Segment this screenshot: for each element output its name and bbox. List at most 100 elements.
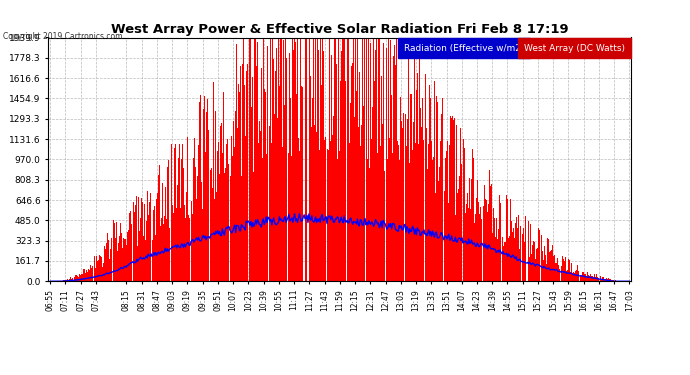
Bar [179, 144, 180, 281]
Bar [284, 105, 285, 281]
Bar [271, 143, 273, 281]
Bar [196, 199, 197, 281]
Bar [593, 278, 594, 281]
Bar [86, 270, 87, 281]
Bar [240, 66, 241, 281]
Bar [600, 276, 602, 281]
Bar [494, 218, 495, 281]
Bar [158, 175, 159, 281]
Bar [170, 161, 171, 281]
Bar [138, 197, 139, 281]
Bar [277, 118, 278, 281]
Bar [574, 273, 575, 281]
Bar [535, 249, 537, 281]
Bar [103, 264, 104, 281]
Bar [366, 38, 367, 281]
Bar [63, 280, 64, 281]
Bar [555, 263, 557, 281]
Bar [440, 141, 441, 281]
Bar [393, 56, 394, 281]
Bar [235, 111, 236, 281]
Bar [121, 233, 122, 281]
Bar [465, 213, 466, 281]
Bar [263, 38, 264, 281]
Bar [176, 209, 177, 281]
Bar [218, 142, 219, 281]
Bar [603, 277, 604, 281]
Bar [299, 151, 300, 281]
Bar [248, 157, 250, 281]
Bar [580, 276, 582, 281]
Bar [203, 109, 204, 281]
Bar [102, 267, 103, 281]
Bar [274, 114, 275, 281]
Bar [594, 274, 595, 281]
Bar [343, 38, 344, 281]
Bar [213, 82, 215, 281]
Text: Copyright 2019 Cartronics.com: Copyright 2019 Cartronics.com [3, 32, 123, 41]
Bar [337, 159, 338, 281]
Bar [476, 198, 477, 281]
Bar [459, 176, 460, 281]
Bar [472, 149, 473, 281]
Bar [231, 135, 233, 281]
Bar [447, 141, 448, 281]
Bar [148, 202, 150, 281]
Bar [495, 237, 496, 281]
Bar [313, 38, 314, 281]
Bar [60, 280, 61, 281]
Bar [572, 273, 573, 281]
Bar [164, 216, 165, 281]
Bar [294, 38, 295, 281]
Bar [144, 204, 145, 281]
Bar [518, 214, 519, 281]
Bar [398, 145, 399, 281]
Bar [79, 274, 80, 281]
Bar [319, 150, 320, 281]
Bar [470, 209, 471, 281]
Bar [193, 158, 195, 281]
Bar [185, 218, 186, 281]
Bar [90, 268, 92, 281]
Bar [317, 38, 318, 281]
Bar [109, 260, 110, 281]
Bar [115, 238, 117, 281]
Bar [321, 85, 322, 281]
Bar [433, 158, 434, 281]
Bar [300, 38, 301, 281]
Bar [311, 127, 312, 281]
Bar [306, 93, 308, 281]
Bar [357, 38, 358, 281]
Bar [383, 43, 384, 281]
Bar [461, 164, 462, 281]
Bar [322, 38, 323, 281]
Bar [291, 156, 293, 281]
Bar [61, 280, 62, 281]
Bar [257, 42, 258, 281]
Bar [210, 170, 211, 281]
Bar [450, 116, 451, 281]
Bar [315, 38, 316, 281]
Bar [510, 199, 511, 281]
Bar [548, 240, 549, 281]
Bar [512, 232, 513, 281]
Bar [380, 146, 381, 281]
Bar [394, 45, 395, 281]
Bar [188, 218, 190, 281]
Bar [141, 198, 142, 281]
Bar [276, 48, 277, 281]
Bar [85, 273, 86, 281]
Bar [89, 270, 90, 281]
Bar [406, 146, 407, 281]
Bar [534, 242, 535, 281]
Bar [516, 217, 517, 281]
Bar [595, 274, 597, 281]
Bar [424, 162, 426, 281]
Bar [397, 141, 398, 281]
Bar [563, 259, 564, 281]
Bar [451, 118, 452, 281]
Bar [446, 151, 447, 281]
Bar [354, 117, 355, 281]
Bar [435, 193, 436, 281]
Bar [221, 123, 222, 281]
